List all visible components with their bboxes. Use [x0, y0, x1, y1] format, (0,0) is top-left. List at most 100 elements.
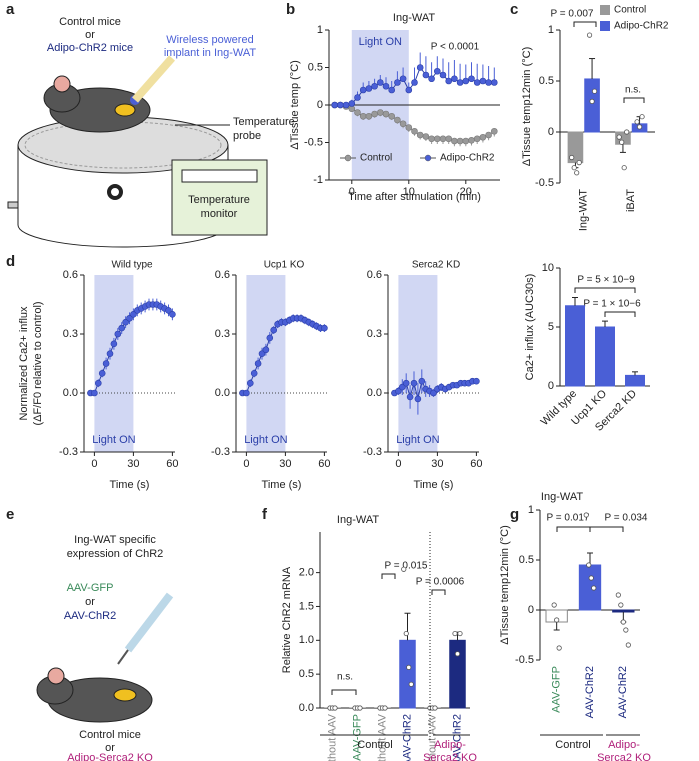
x-axis-label: Time (s) [414, 479, 454, 491]
data-point [401, 566, 407, 572]
data-point [422, 71, 430, 79]
diagram-text: AAV-GFP [67, 582, 114, 594]
data-point [376, 79, 384, 86]
data-point [416, 131, 424, 139]
x-tick-label: 30 [127, 458, 139, 470]
data-point [634, 119, 640, 125]
mouse-ear [47, 667, 65, 685]
bracket [623, 97, 645, 103]
data-point [422, 133, 430, 140]
data-point [169, 311, 176, 318]
legend-label: Adipo-ChR2 [440, 153, 495, 164]
diagram-text: implant in Ing-WAT [164, 47, 257, 59]
x-tick-label: Without AAV [426, 713, 438, 761]
data-point [551, 602, 557, 608]
x-tick-label: AAV-ChR2 [617, 666, 629, 718]
data-point [473, 377, 480, 385]
bar [565, 305, 585, 387]
data-point [102, 360, 110, 367]
data-point [556, 645, 562, 651]
y-axis-label: ΔTissue temp12min (°C) [499, 525, 511, 645]
y-axis-label: ΔTissue temp12min (°C) [521, 47, 533, 167]
data-point [457, 630, 463, 637]
y-axis-label: ΔTissue temp (°C) [289, 60, 301, 150]
data-point [406, 664, 412, 670]
data-point [490, 127, 498, 135]
data-point [394, 116, 401, 124]
light-on-shade [94, 275, 134, 452]
group-label: Serca2 KO [423, 752, 477, 761]
fat-pad [114, 103, 136, 117]
data-point [388, 112, 396, 120]
data-point [439, 135, 447, 143]
data-point [452, 630, 458, 637]
data-point [468, 136, 475, 144]
y-tick-label: -0.3 [211, 446, 230, 458]
data-point [250, 370, 258, 377]
light-on-shade [398, 275, 438, 452]
y-tick-label: -0.5 [515, 654, 534, 666]
annotation: P = 0.034 [605, 513, 648, 524]
chart-title: Ing-WAT [393, 12, 435, 24]
diagram-text: probe [233, 130, 261, 142]
y-tick-label: 1.5 [299, 600, 314, 612]
shade-label: Light ON [244, 434, 287, 446]
data-point [371, 110, 378, 118]
data-point [490, 79, 498, 86]
data-point [388, 86, 396, 94]
data-point [414, 395, 422, 403]
data-point [586, 562, 592, 568]
diagram-text: or [105, 742, 115, 754]
x-tick-label: 0 [91, 458, 97, 470]
x-tick-label: Without AAV [326, 713, 338, 761]
y-tick-label: 1 [317, 24, 323, 36]
data-point [91, 389, 98, 397]
y-tick-label: 0 [528, 604, 534, 616]
x-tick-label: 0 [395, 458, 401, 470]
data-point [243, 389, 250, 397]
data-point [357, 705, 363, 711]
data-point [266, 334, 274, 342]
x-tick-label: 0 [243, 458, 249, 470]
y-tick-label: 0.3 [215, 328, 230, 340]
y-tick-label: 5 [548, 321, 554, 333]
data-point [591, 88, 598, 94]
data-point [473, 79, 481, 86]
annotation: n.s. [337, 672, 353, 683]
diagram-text: Adipo-Serca2 KO [67, 752, 153, 761]
y-tick-label: 2.0 [299, 567, 314, 579]
panel-letter: a [6, 1, 15, 18]
group-label: Adipo- [608, 739, 640, 751]
data-point [479, 133, 487, 141]
x-tick-label: 30 [431, 458, 443, 470]
y-tick-label: 0.5 [308, 61, 323, 73]
x-tick-label: iBAT [625, 189, 637, 212]
data-point [479, 77, 487, 85]
y-tick-label: 0.5 [539, 75, 554, 87]
x-tick-label: Ing-WAT [578, 189, 590, 231]
data-point [359, 112, 367, 120]
bar [584, 78, 600, 133]
data-point [399, 120, 407, 128]
data-point [165, 307, 172, 314]
data-point [624, 129, 630, 135]
diagram-text: AAV-ChR2 [64, 610, 116, 622]
y-tick-label: -0.5 [535, 177, 554, 189]
data-point [398, 383, 406, 391]
data-point [456, 79, 464, 86]
monitor-screen [181, 169, 258, 183]
x-tick-label: Without AAV [376, 713, 388, 761]
data-point [348, 100, 356, 107]
annotation: P = 0.0006 [416, 577, 465, 588]
legend-marker [424, 154, 432, 162]
data-point [262, 346, 270, 354]
data-point [342, 101, 350, 109]
bar [612, 609, 635, 613]
data-point [433, 135, 441, 143]
data-point [454, 651, 461, 657]
data-point [365, 85, 373, 92]
group-label: Control [357, 739, 392, 751]
y-tick-label: 0.6 [215, 269, 230, 281]
annotation: P = 0.017 [547, 513, 590, 524]
